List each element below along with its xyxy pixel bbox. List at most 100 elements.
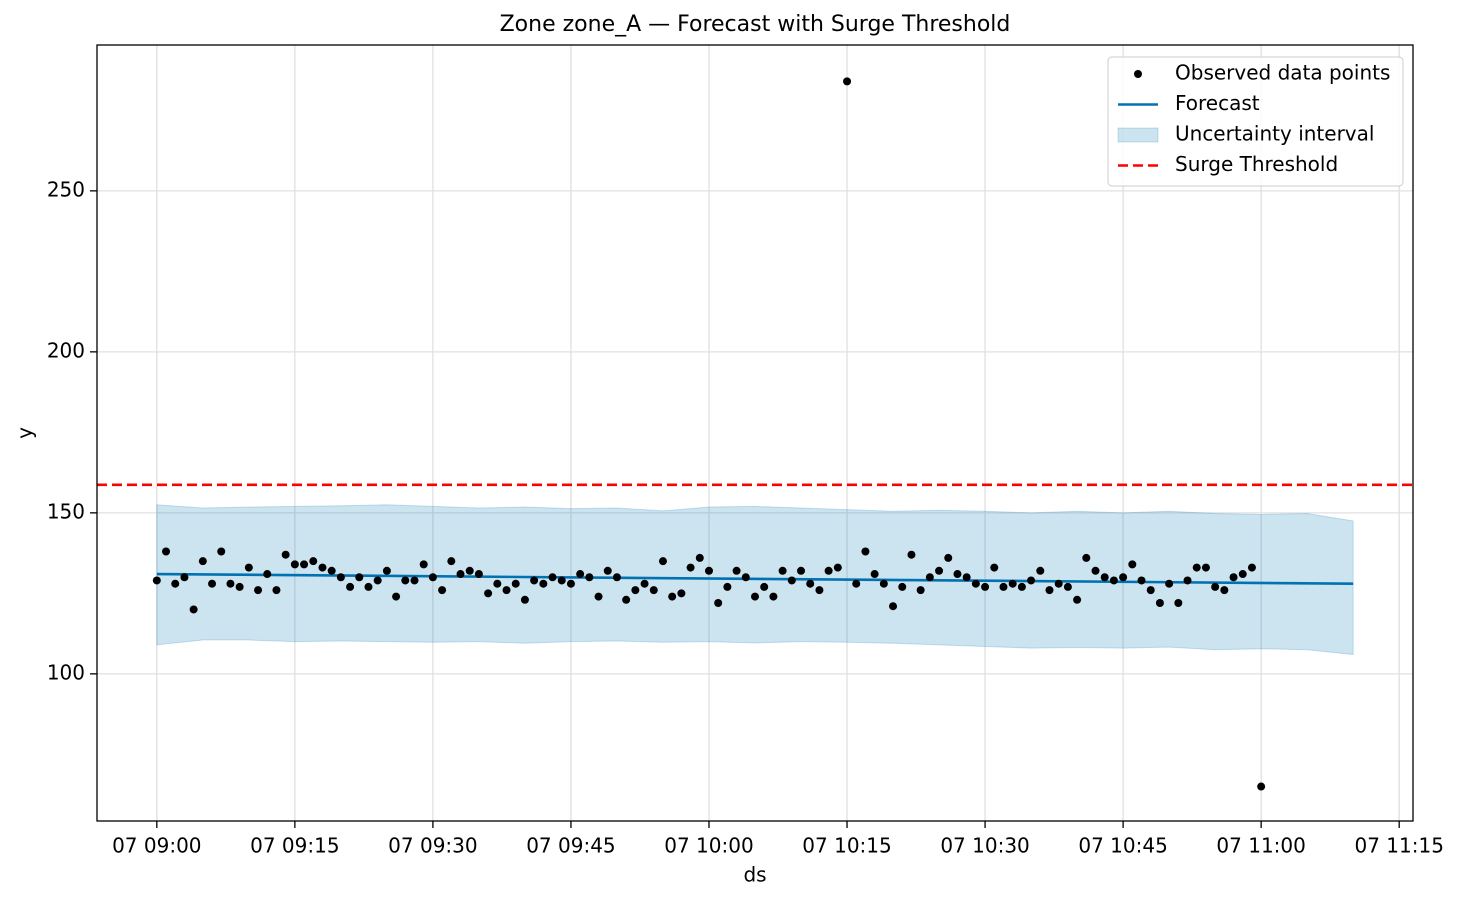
y-tick-label: 200 — [47, 338, 85, 362]
legend: Observed data points Forecast Uncertainty … — [1107, 56, 1404, 187]
y-tick-label: 100 — [47, 660, 85, 684]
data-point — [1045, 586, 1054, 595]
data-point — [1257, 782, 1266, 791]
data-point — [686, 563, 695, 572]
data-point — [401, 576, 410, 585]
data-point — [622, 595, 631, 604]
data-point — [1082, 553, 1091, 562]
legend-label: Uncertainty interval — [1175, 122, 1374, 146]
data-point — [217, 547, 226, 556]
legend-marker — [1134, 70, 1142, 78]
data-point — [797, 566, 806, 575]
data-point — [833, 563, 842, 572]
data-point — [1155, 599, 1164, 608]
data-point — [1220, 586, 1229, 595]
data-point — [1036, 566, 1045, 575]
legend-box — [1107, 56, 1404, 187]
data-point — [290, 560, 299, 569]
data-point — [336, 573, 345, 582]
data-point — [456, 570, 465, 579]
data-point — [603, 566, 612, 575]
data-point — [300, 560, 309, 569]
data-point — [539, 579, 548, 588]
data-point — [576, 570, 585, 579]
data-point — [971, 579, 980, 588]
data-point — [935, 566, 944, 575]
data-point — [741, 573, 750, 582]
data-point — [493, 579, 502, 588]
x-tick-label: 07 11:00 — [1216, 834, 1305, 858]
data-point — [760, 582, 769, 591]
legend-label: Observed data points — [1175, 61, 1390, 85]
data-point — [1137, 576, 1146, 585]
data-point — [1146, 586, 1155, 595]
data-point — [566, 579, 575, 588]
data-point — [309, 557, 318, 566]
x-tick-label: 07 10:45 — [1078, 834, 1167, 858]
data-point — [1128, 560, 1137, 569]
data-point — [1027, 576, 1036, 585]
data-point — [198, 557, 207, 566]
data-point — [916, 586, 925, 595]
data-point — [1174, 599, 1183, 608]
data-point — [861, 547, 870, 556]
data-point — [631, 586, 640, 595]
data-point — [1054, 579, 1063, 588]
data-point — [695, 553, 704, 562]
data-point — [346, 582, 355, 591]
plot-frame — [96, 44, 1414, 822]
plot-data — [97, 77, 1413, 791]
data-point — [318, 563, 327, 572]
data-point — [824, 566, 833, 575]
data-point — [254, 586, 263, 595]
data-point — [1008, 579, 1017, 588]
data-point — [1201, 563, 1210, 572]
data-point — [751, 592, 759, 601]
y-tick-label: 150 — [47, 499, 85, 523]
data-point — [530, 576, 539, 585]
data-point — [981, 582, 990, 591]
x-tick-label: 07 10:30 — [940, 834, 1029, 858]
data-point — [769, 592, 778, 601]
data-point — [668, 592, 677, 601]
data-point — [484, 589, 493, 598]
data-point — [787, 576, 796, 585]
data-point — [410, 576, 419, 585]
data-point — [355, 573, 364, 582]
data-point — [272, 586, 281, 595]
x-tick-label: 07 09:45 — [526, 834, 615, 858]
data-point — [428, 573, 437, 582]
data-point — [1091, 566, 1100, 575]
data-point — [649, 586, 658, 595]
x-tick-label: 07 09:00 — [112, 834, 201, 858]
data-point — [990, 563, 999, 572]
data-point — [171, 579, 180, 588]
legend-label: Forecast — [1175, 91, 1260, 115]
data-point — [852, 579, 861, 588]
data-point — [1119, 573, 1128, 582]
data-point — [1073, 595, 1082, 604]
data-point — [843, 77, 852, 86]
data-point — [1165, 579, 1174, 588]
data-point — [925, 573, 934, 582]
data-point — [585, 573, 594, 582]
data-point — [152, 576, 161, 585]
x-tick-label: 07 11:15 — [1354, 834, 1443, 858]
data-point — [281, 550, 290, 559]
data-point — [511, 579, 520, 588]
y-axis-label: y — [13, 427, 37, 439]
x-tick-label: 07 10:15 — [802, 834, 891, 858]
data-point — [1183, 576, 1192, 585]
chart-title: Zone zone_A — Forecast with Surge Thresh… — [500, 12, 1011, 37]
data-point — [465, 566, 474, 575]
data-point — [1017, 582, 1026, 591]
data-point — [806, 579, 815, 588]
data-point — [189, 605, 198, 614]
data-point — [180, 573, 189, 582]
data-point — [263, 570, 272, 579]
data-point — [373, 576, 382, 585]
data-point — [1192, 563, 1201, 572]
data-point — [962, 573, 971, 582]
data-point — [612, 573, 621, 582]
